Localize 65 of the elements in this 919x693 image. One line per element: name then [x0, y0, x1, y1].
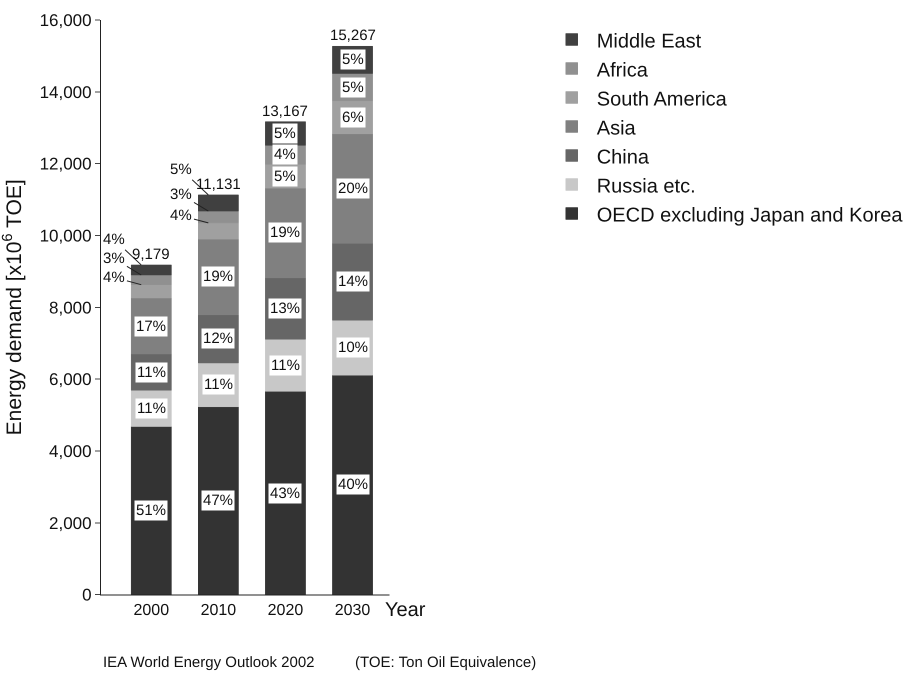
annotation: 5% [342, 51, 364, 68]
annotation: 12% [203, 330, 234, 347]
bar [198, 406, 239, 595]
x-tick-label: 2030 [334, 602, 370, 619]
legend-label: Russia etc. [596, 175, 696, 198]
annotation: 11% [137, 364, 166, 381]
total-label: 11,131 [196, 176, 241, 193]
bar [130, 426, 172, 595]
y-tick-label: 12,000 [40, 154, 92, 174]
y-tick-label: 8,000 [49, 298, 92, 318]
bar [332, 374, 373, 595]
annotation: 4% [103, 231, 125, 248]
total-label: 15,267 [330, 27, 376, 44]
annotation: 19% [270, 224, 300, 241]
annotation: 40% [338, 476, 368, 493]
text: IEA World Energy Outlook 2002 [103, 654, 315, 671]
y-tick-label: 14,000 [40, 82, 92, 102]
annotation: 13% [270, 300, 300, 317]
annotation: 3% [170, 186, 192, 203]
annotation: 10% [338, 339, 368, 356]
legend-label: Asia [596, 117, 637, 140]
x-axis-title: Year [385, 599, 426, 621]
annotation: 14% [338, 273, 368, 290]
total-label: 9,179 [132, 246, 170, 263]
bar [198, 194, 239, 212]
legend-label: Africa [596, 59, 649, 82]
bar [130, 284, 172, 298]
y-tick-label: 10,000 [40, 226, 92, 246]
annotation: 51% [136, 502, 166, 519]
bar [130, 264, 172, 276]
bar [130, 274, 172, 285]
annotation: 5% [342, 79, 364, 96]
annotation: 47% [203, 492, 234, 509]
y-tick-label: 2,000 [49, 514, 92, 533]
annotation: 5% [274, 125, 296, 142]
annotation: 4% [103, 269, 125, 286]
x-tick-label: 2020 [268, 602, 304, 619]
bar [265, 391, 306, 595]
annotation: 11% [204, 376, 233, 393]
annotation: 11% [137, 400, 166, 417]
annotation: 11% [271, 357, 300, 374]
bar [198, 210, 239, 224]
y-tick-label: 4,000 [49, 442, 92, 461]
legend-label: South America [596, 88, 728, 110]
annotation: 5% [274, 168, 296, 185]
annotation: 19% [203, 268, 234, 285]
legend-label: OECD excluding Japan and Korea [596, 204, 904, 226]
total-label: 13,167 [262, 103, 308, 120]
annotation: 4% [170, 207, 192, 224]
text: (TOE: Ton Oil Equivalence) [355, 654, 536, 671]
annotation: 17% [136, 318, 166, 335]
annotation: 20% [338, 180, 368, 197]
annotation: 4% [274, 146, 296, 163]
annotation: 6% [342, 109, 364, 126]
y-tick-label: 6,000 [49, 370, 92, 390]
legend-label: Middle East [596, 30, 702, 52]
annotation: 3% [103, 250, 125, 267]
y-tick-label: 16,000 [40, 10, 92, 30]
bar [198, 222, 239, 240]
x-tick-label: 2010 [200, 602, 236, 619]
x-tick-label: 2000 [134, 602, 170, 619]
annotation: 5% [170, 161, 192, 178]
legend-label: China [596, 146, 650, 168]
annotation: 43% [270, 485, 300, 502]
y-tick-label: 0 [82, 586, 92, 605]
